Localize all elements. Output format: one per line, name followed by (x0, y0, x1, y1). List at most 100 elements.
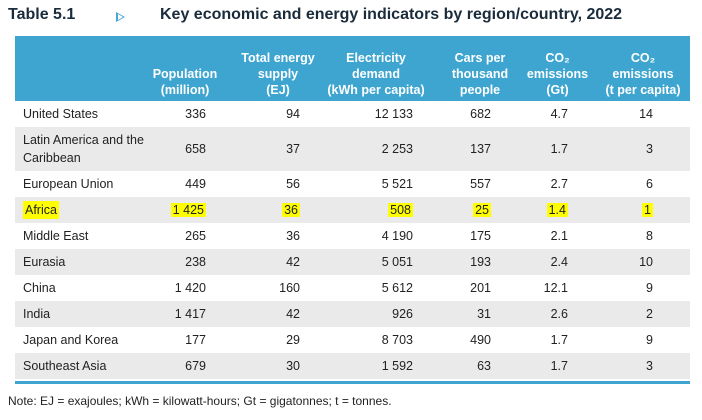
cell-value: 2.6 (550, 307, 568, 321)
table-body: United States 336 94 12 133 682 4.7 14 Latin Am… (15, 101, 690, 379)
table-title: Table 5.1 Key economic and energy indica… (8, 6, 698, 32)
table-cell: 8 (603, 223, 653, 249)
table-cell: 449 (136, 171, 206, 197)
table-row: Africa 1 425 36 508 25 1.4 1 (15, 197, 690, 223)
page-title: Key economic and energy indicators by re… (160, 6, 623, 23)
table-cell: 265 (136, 223, 206, 249)
cell-value: 1.4 (546, 203, 568, 217)
table-cell: 5 521 (323, 171, 413, 197)
table-note: Note: EJ = exajoules; kWh = kilowatt-hou… (8, 394, 392, 408)
cell-value: 30 (286, 359, 300, 373)
row-label: Japan and Korea (23, 327, 153, 353)
cell-value: 25 (473, 203, 491, 217)
row-label-text: Latin America and the Caribbean (23, 133, 144, 165)
table-cell: 1 417 (136, 301, 206, 327)
column-header-population: Population (million) (152, 67, 218, 97)
table-row: Latin America and the Caribbean 658 37 2 25… (15, 127, 690, 171)
table-cell: 4.7 (518, 101, 568, 127)
column-header-cars: Cars per thousand people (451, 51, 509, 97)
table-cell: 10 (603, 249, 653, 275)
table-label: Table 5.1 (8, 6, 76, 23)
table-cell: 4 190 (323, 223, 413, 249)
table-cell: 94 (240, 101, 300, 127)
cell-value: 10 (639, 255, 653, 269)
table-row: Southeast Asia 679 30 1 592 63 1.7 3 (15, 353, 690, 379)
cell-value: 2.4 (550, 255, 568, 269)
row-label: Middle East (23, 223, 153, 249)
table-cell: 175 (431, 223, 491, 249)
table-cell: 12 133 (323, 101, 413, 127)
cell-value: 12.1 (543, 281, 568, 295)
cell-value: 3 (646, 142, 653, 156)
table-cell: 557 (431, 171, 491, 197)
table-cell: 490 (431, 327, 491, 353)
cell-value: 557 (470, 177, 491, 191)
table-cell: 3 (603, 127, 653, 171)
row-label-text: Middle East (23, 229, 89, 243)
row-label-text: United States (23, 107, 99, 121)
table-cell: 1 420 (136, 275, 206, 301)
cell-value: 265 (185, 229, 206, 243)
cell-value: 36 (282, 203, 300, 217)
table-cell: 508 (323, 197, 413, 223)
cell-value: 238 (185, 255, 206, 269)
row-label: Eurasia (23, 249, 153, 275)
column-header-electricity-demand: Electricity demand (kWh per capita) (327, 51, 425, 97)
table-cell: 8 703 (323, 327, 413, 353)
row-label-text: Southeast Asia (23, 359, 107, 373)
cell-value: 490 (470, 333, 491, 347)
cell-value: 8 (646, 229, 653, 243)
cell-value: 2 253 (381, 142, 413, 156)
table-cell: 36 (240, 197, 300, 223)
cell-value: 5 612 (381, 281, 413, 295)
table-cell: 1.7 (518, 127, 568, 171)
cell-value: 193 (470, 255, 491, 269)
cell-value: 4 190 (381, 229, 413, 243)
cell-value: 5 051 (381, 255, 413, 269)
cell-value: 175 (470, 229, 491, 243)
cell-value: 9 (646, 333, 653, 347)
cell-value: 1 425 (170, 203, 206, 217)
cell-value: 29 (286, 333, 300, 347)
table-cell: 14 (603, 101, 653, 127)
cell-value: 5 521 (381, 177, 413, 191)
cell-value: 6 (646, 177, 653, 191)
row-label: India (23, 301, 153, 327)
cell-value: 1 (642, 203, 653, 217)
table-cell: 63 (431, 353, 491, 379)
table-cell: 177 (136, 327, 206, 353)
row-label-text: European Union (23, 177, 114, 191)
cell-value: 336 (185, 107, 206, 121)
table-row: Eurasia 238 42 5 051 193 2.4 10 (15, 249, 690, 275)
cell-value: 926 (392, 307, 413, 321)
column-header-co2-per-capita: CO₂ emissions (t per capita) (605, 51, 681, 97)
table-cell: 5 612 (323, 275, 413, 301)
table-cell: 42 (240, 301, 300, 327)
cell-value: 8 703 (381, 333, 413, 347)
cell-value: 682 (470, 107, 491, 121)
row-label: Africa (23, 197, 153, 223)
cell-value: 9 (646, 281, 653, 295)
table-cell: 1 592 (323, 353, 413, 379)
table-cell: 6 (603, 171, 653, 197)
cell-value: 2.1 (550, 229, 568, 243)
row-label: China (23, 275, 153, 301)
cell-value: 1.7 (550, 359, 568, 373)
triangle-right-icon[interactable] (116, 12, 125, 22)
row-label-text: Africa (23, 201, 59, 219)
table-header: Population (million) Total energy supply… (15, 36, 690, 101)
table-cell: 2 253 (323, 127, 413, 171)
table-row: United States 336 94 12 133 682 4.7 14 (15, 101, 690, 127)
cell-value: 37 (286, 142, 300, 156)
table-cell: 1.4 (518, 197, 568, 223)
table-cell: 37 (240, 127, 300, 171)
row-label: European Union (23, 171, 153, 197)
table-cell: 2 (603, 301, 653, 327)
table-cell: 9 (603, 275, 653, 301)
table-cell: 926 (323, 301, 413, 327)
table-cell: 201 (431, 275, 491, 301)
row-label-text: India (23, 307, 51, 321)
table-cell: 1 (603, 197, 653, 223)
table-cell: 31 (431, 301, 491, 327)
cell-value: 2.7 (550, 177, 568, 191)
